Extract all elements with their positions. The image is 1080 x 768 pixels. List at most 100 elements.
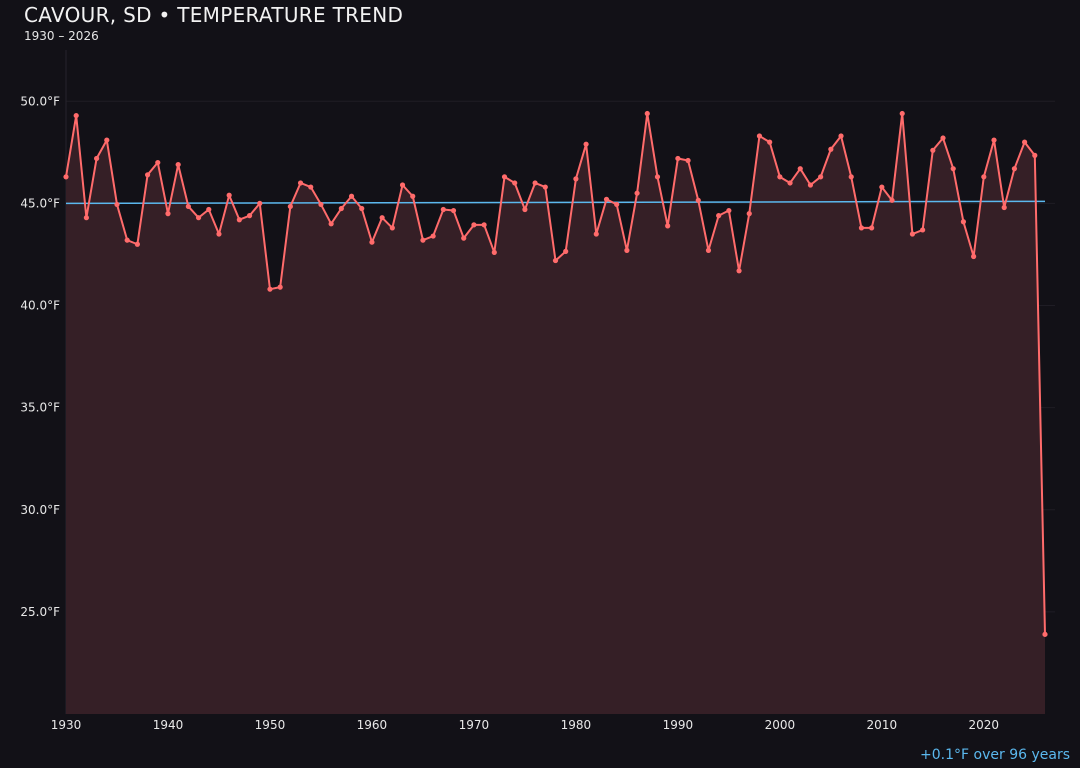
data-point	[206, 206, 212, 213]
data-point	[93, 155, 100, 162]
area-fill	[66, 113, 1045, 714]
data-point	[542, 184, 548, 190]
data-point	[899, 110, 905, 117]
data-point	[522, 206, 528, 213]
data-point	[563, 248, 569, 254]
data-point	[716, 213, 722, 219]
data-point	[287, 203, 293, 210]
data-point	[257, 200, 263, 206]
data-point	[144, 172, 151, 178]
data-point	[675, 155, 681, 162]
data-point	[940, 135, 946, 141]
data-point	[869, 225, 875, 231]
x-tick-label: 1980	[561, 718, 592, 732]
x-tick-label: 1930	[51, 718, 82, 732]
data-point	[236, 217, 242, 223]
trend-note: +0.1°F over 96 years	[920, 747, 1070, 763]
data-point	[889, 197, 895, 203]
data-point	[83, 215, 89, 221]
chart-title: CAVOUR, SD • TEMPERATURE TREND	[24, 3, 404, 27]
data-point	[297, 180, 304, 186]
data-point	[338, 205, 344, 212]
data-point	[318, 201, 324, 208]
data-point	[399, 182, 406, 188]
x-tick-label: 2010	[867, 718, 898, 732]
data-point	[705, 247, 712, 253]
data-point	[1022, 139, 1028, 145]
data-point	[155, 159, 161, 166]
data-point	[818, 174, 824, 180]
data-point	[573, 176, 579, 182]
y-tick-label: 25.0°F	[20, 605, 60, 619]
x-tick-label: 2020	[969, 718, 1000, 732]
data-point	[930, 147, 936, 153]
data-point	[909, 231, 916, 237]
y-tick-label: 45.0°F	[20, 196, 60, 210]
x-tick-label: 1940	[153, 718, 184, 732]
data-point	[481, 222, 487, 228]
data-point	[420, 237, 426, 243]
data-point	[879, 184, 885, 190]
data-point	[440, 206, 446, 213]
data-point	[175, 161, 181, 168]
data-point	[756, 133, 763, 139]
x-tick-label: 2000	[765, 718, 796, 732]
data-point	[348, 193, 355, 199]
x-tick-label: 1990	[663, 718, 694, 732]
data-point	[471, 222, 477, 228]
data-point	[389, 225, 395, 231]
y-tick-label: 30.0°F	[20, 503, 60, 517]
y-tick-label: 50.0°F	[20, 94, 60, 108]
data-point	[665, 223, 671, 229]
data-point	[532, 180, 538, 186]
chart-subtitle: 1930 – 2026	[24, 29, 99, 43]
data-point	[450, 207, 457, 214]
data-point	[512, 180, 518, 186]
data-point	[379, 215, 385, 221]
data-point	[1001, 204, 1007, 211]
data-point	[165, 211, 171, 217]
data-point	[359, 205, 365, 212]
y-tick-label: 35.0°F	[20, 401, 60, 415]
data-point	[828, 146, 834, 152]
data-point	[593, 231, 599, 237]
data-point	[1032, 152, 1038, 158]
data-point	[950, 166, 956, 172]
data-point	[583, 141, 589, 147]
data-point	[216, 231, 222, 237]
data-point	[328, 221, 334, 227]
data-point	[501, 174, 508, 180]
data-point	[1042, 631, 1048, 637]
data-point	[634, 190, 640, 196]
data-point	[277, 284, 283, 290]
data-point	[73, 112, 79, 119]
data-point	[134, 241, 140, 247]
data-point	[981, 174, 987, 180]
data-point	[124, 237, 130, 243]
data-point	[185, 203, 191, 210]
data-point	[369, 239, 375, 245]
data-point	[552, 257, 559, 264]
data-point	[848, 174, 854, 180]
data-point	[410, 193, 416, 199]
data-point	[308, 184, 314, 190]
data-point	[736, 268, 742, 274]
data-point	[685, 157, 691, 164]
data-point	[960, 219, 967, 225]
data-point	[491, 249, 497, 256]
data-point	[920, 227, 926, 233]
data-point	[114, 201, 120, 208]
data-point	[807, 182, 814, 188]
x-tick-label: 1970	[459, 718, 490, 732]
data-point	[63, 174, 69, 180]
data-point	[858, 225, 865, 231]
data-point	[430, 233, 436, 239]
data-point	[695, 197, 701, 203]
data-point	[267, 286, 273, 292]
x-tick-label: 1950	[255, 718, 286, 732]
data-point	[726, 207, 732, 214]
data-point	[246, 213, 253, 219]
data-point	[971, 253, 977, 260]
data-point	[654, 174, 661, 180]
